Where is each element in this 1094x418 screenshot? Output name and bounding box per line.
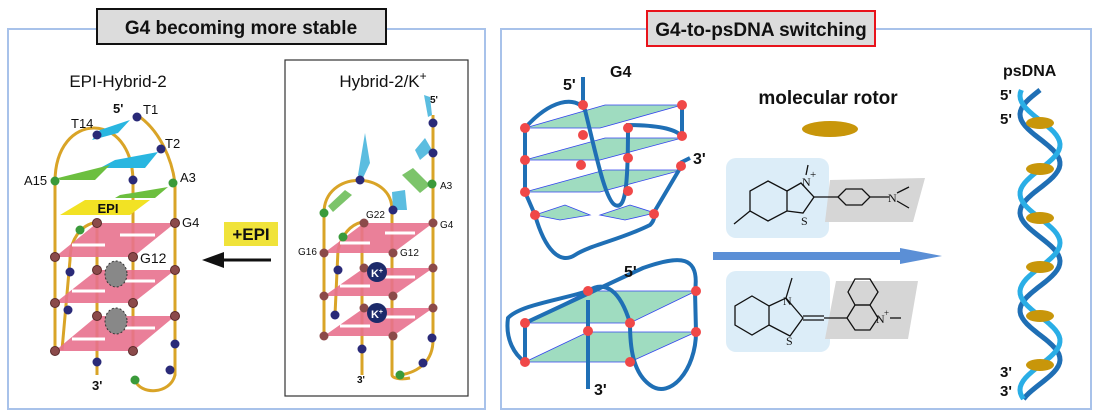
epi-addition-badge xyxy=(224,222,278,246)
rotor-ellipse-icon xyxy=(1026,212,1054,224)
epi-hybrid-label: EPI-Hybrid-2 xyxy=(69,72,166,91)
right-panel-title: G4-to-psDNA switching xyxy=(655,20,866,41)
rotor-ellipse-icon xyxy=(802,121,858,137)
right-arrow-icon xyxy=(713,248,942,264)
left-arrow-icon xyxy=(202,252,271,268)
three-prime-label: 3' xyxy=(1000,364,1012,381)
atom-label: S xyxy=(786,334,793,348)
epi-hybrid-structure: EPI 5' T1 T14 T2 A15 A xyxy=(24,101,199,393)
thioflavin-molecule: N + S N xyxy=(726,158,925,238)
five-prime-label: 5' xyxy=(624,264,637,281)
rotor-ellipse-icon xyxy=(1026,261,1054,273)
left-panel-title-box xyxy=(96,8,387,45)
psdna-helix xyxy=(1017,88,1063,401)
rotor-ellipse-icon xyxy=(1026,359,1054,371)
five-prime-label: 5' xyxy=(1000,87,1012,104)
atom-label: + xyxy=(884,308,889,318)
psdna-label: psDNA xyxy=(1003,63,1057,80)
left-panel-title: G4 becoming more stable xyxy=(125,18,357,39)
residue-label: 5' xyxy=(430,95,438,106)
three-prime-label: 3' xyxy=(1000,383,1012,400)
molecular-rotor-label: molecular rotor xyxy=(758,88,898,109)
epi-ligand-label: EPI xyxy=(98,201,119,216)
residue-label: T1 xyxy=(143,102,158,117)
residue-label: A3 xyxy=(180,170,196,185)
epi-addition-label: +EPI xyxy=(232,225,269,244)
residue-label: G12 xyxy=(400,248,419,259)
g4-label: G4 xyxy=(610,64,631,81)
potassium-ion: K+ xyxy=(367,303,387,323)
residue-label: G4 xyxy=(182,215,199,230)
hybrid-structure-box xyxy=(284,59,469,397)
hybrid-structure: K+ K+ 5' A3 G22 G4 G16 G12 3' xyxy=(298,95,454,386)
residue-label: 5' xyxy=(113,101,123,116)
atom-label: S xyxy=(801,214,808,228)
residue-label: A3 xyxy=(440,181,453,192)
right-panel-title-box xyxy=(646,10,876,47)
three-prime-label: 3' xyxy=(594,382,607,399)
rotor-ellipse-icon xyxy=(1026,117,1054,129)
potassium-ion: K+ xyxy=(367,262,387,282)
residue-label: G12 xyxy=(140,250,167,266)
atom-label: N xyxy=(802,175,811,189)
thiazole-orange-molecule: N S N + xyxy=(726,271,918,352)
atom-label: N xyxy=(888,191,897,205)
rotor-ellipse-icon xyxy=(1026,310,1054,322)
residue-label: G16 xyxy=(298,247,317,258)
five-prime-label: 5' xyxy=(1000,111,1012,128)
residue-label: A15 xyxy=(24,173,47,188)
five-prime-label: 5' xyxy=(563,77,576,94)
residue-label: G22 xyxy=(366,210,385,221)
svg-text:K+: K+ xyxy=(371,268,383,280)
three-prime-label: 3' xyxy=(693,151,706,168)
atom-label: N xyxy=(783,294,792,308)
svg-text:K+: K+ xyxy=(371,309,383,321)
residue-label: G4 xyxy=(440,220,454,231)
residue-label: T14 xyxy=(71,116,93,131)
residue-label: T2 xyxy=(165,136,180,151)
rotor-ellipse-icon xyxy=(1026,163,1054,175)
bottom-g4-structure: 5' 3' xyxy=(505,258,701,399)
top-g4-structure: 5' 3' xyxy=(520,77,706,261)
hybrid-label: Hybrid-2/K+ xyxy=(339,69,426,91)
atom-label: N xyxy=(876,312,885,326)
residue-label: 3' xyxy=(357,375,365,386)
atom-label: + xyxy=(810,169,816,181)
residue-label: 3' xyxy=(92,378,102,393)
